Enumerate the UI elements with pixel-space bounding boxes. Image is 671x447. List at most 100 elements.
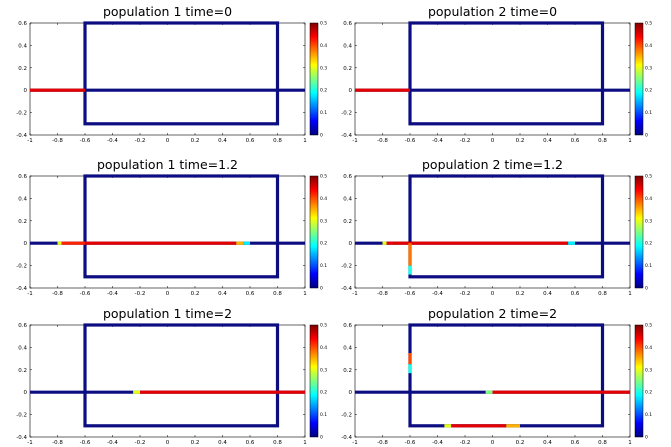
colorbar-tick-label: 0.4 xyxy=(320,345,327,351)
colorbar-tick-label: 0.5 xyxy=(320,21,327,27)
x-tick-label: -0.8 xyxy=(52,138,63,144)
y-tick-label: 0.6 xyxy=(343,174,352,180)
x-tick-label: -0.2 xyxy=(135,440,146,446)
x-tick-label: -0.8 xyxy=(52,291,63,297)
network-rectangle xyxy=(83,174,280,279)
x-tick-label: 1 xyxy=(628,291,632,297)
x-tick-label: -0.6 xyxy=(405,440,416,446)
y-tick-label: -0.2 xyxy=(16,111,27,117)
x-tick-label: 0.2 xyxy=(191,138,200,144)
colorbar-tick-label: 0 xyxy=(645,286,648,292)
y-tick-label: 0 xyxy=(24,88,28,94)
colorbar-tick-label: 0 xyxy=(645,133,648,139)
y-tick-label: 0.6 xyxy=(18,323,27,329)
colorbar-tick-label: 0.1 xyxy=(645,110,652,116)
x-tick-label: -0.8 xyxy=(377,138,388,144)
x-tick-label: 0.6 xyxy=(246,138,255,144)
panel-6: population 2 time=2 -1 -0.8 -0.6 -0.4 -0.2 0 0.… xyxy=(341,306,652,446)
x-tick-label: -1 xyxy=(352,138,357,144)
colorbar xyxy=(634,22,644,136)
panel-title: population 2 time=1.2 xyxy=(422,157,563,172)
colorbar-tick-label: 0.2 xyxy=(320,241,327,247)
x-tick-label: -0.4 xyxy=(107,440,118,446)
y-tick-label: 0 xyxy=(349,241,353,247)
colorbar-tick-label: 0.5 xyxy=(645,21,652,27)
y-tick-label: 0.2 xyxy=(343,66,352,72)
y-tick-label: 0 xyxy=(349,88,353,94)
axes-box xyxy=(29,22,306,136)
colorbar-tick-label: 0.2 xyxy=(320,88,327,94)
colorbar-tick-label: 0.5 xyxy=(645,323,652,329)
x-tick-label: 1 xyxy=(628,440,632,446)
colorbar-tick-label: 0.4 xyxy=(645,345,652,351)
colorbar-tick-label: 0.5 xyxy=(320,174,327,180)
x-tick-label: -1 xyxy=(27,440,32,446)
colorbar xyxy=(634,175,644,289)
y-tick-label: 0.4 xyxy=(18,345,27,351)
colorbar-tick-label: 0 xyxy=(645,435,648,441)
y-tick-label: 0.2 xyxy=(18,368,27,374)
panel-title: population 2 time=2 xyxy=(428,306,557,321)
y-tick-label: -0.4 xyxy=(16,435,27,441)
x-tick-label: 0.8 xyxy=(273,440,282,446)
y-tick-label: -0.2 xyxy=(341,111,352,117)
x-tick-label: -0.4 xyxy=(432,138,443,144)
y-tick-label: 0.4 xyxy=(18,196,27,202)
x-tick-label: 0.6 xyxy=(246,440,255,446)
network-rectangle xyxy=(408,21,605,126)
x-tick-label: 0.8 xyxy=(598,291,607,297)
x-tick-label: -0.4 xyxy=(432,291,443,297)
axes-box xyxy=(354,22,631,136)
colorbar xyxy=(309,22,319,136)
x-tick-label: 0 xyxy=(491,291,495,297)
x-tick-label: 0.2 xyxy=(516,138,525,144)
colorbar-tick-label: 0.3 xyxy=(320,367,327,373)
network-rectangle xyxy=(408,174,605,279)
x-tick-label: -0.6 xyxy=(405,138,416,144)
x-tick-label: 0 xyxy=(166,291,170,297)
colorbar xyxy=(309,175,319,289)
x-tick-label: 0.2 xyxy=(516,440,525,446)
x-tick-label: -0.2 xyxy=(460,291,471,297)
x-tick-label: 0.2 xyxy=(516,291,525,297)
x-tick-label: 0.4 xyxy=(543,440,552,446)
y-tick-label: 0.4 xyxy=(18,43,27,49)
x-tick-label: -0.6 xyxy=(80,138,91,144)
panel-1: population 1 time=0 -1 -0.8 -0.6 -0.4 -0.2 0 0.… xyxy=(16,4,327,144)
y-tick-label: -0.2 xyxy=(341,413,352,419)
y-tick-label: 0.4 xyxy=(343,196,352,202)
colorbar-tick-label: 0.2 xyxy=(645,390,652,396)
colorbar-tick-label: 0.1 xyxy=(645,263,652,269)
colorbar-tick-label: 0.2 xyxy=(645,88,652,94)
y-tick-label: -0.4 xyxy=(341,133,352,139)
x-tick-label: 0.4 xyxy=(218,291,227,297)
colorbar-tick-label: 0.5 xyxy=(645,174,652,180)
x-tick-label: -1 xyxy=(352,440,357,446)
y-tick-label: -0.2 xyxy=(341,264,352,270)
y-tick-label: 0.2 xyxy=(18,219,27,225)
x-tick-label: -0.4 xyxy=(432,440,443,446)
y-tick-label: 0 xyxy=(24,390,28,396)
colorbar-tick-label: 0.4 xyxy=(320,43,327,49)
axes-box xyxy=(29,175,306,289)
panel-title: population 1 time=0 xyxy=(103,4,232,19)
x-tick-label: 0.2 xyxy=(191,291,200,297)
y-tick-label: -0.2 xyxy=(16,413,27,419)
y-tick-label: -0.4 xyxy=(16,286,27,292)
network-rectangle xyxy=(408,323,605,428)
y-tick-label: 0.6 xyxy=(18,21,27,27)
colorbar-tick-label: 0.1 xyxy=(320,263,327,269)
x-tick-label: 0 xyxy=(166,138,170,144)
x-tick-label: -0.2 xyxy=(135,291,146,297)
x-tick-label: 0.4 xyxy=(218,440,227,446)
x-tick-label: 0.6 xyxy=(571,138,580,144)
network-rectangle xyxy=(83,21,280,126)
x-tick-label: -0.6 xyxy=(80,440,91,446)
y-tick-label: 0.6 xyxy=(343,323,352,329)
x-tick-label: 0.8 xyxy=(598,440,607,446)
y-tick-label: 0.6 xyxy=(18,174,27,180)
x-tick-label: 0.4 xyxy=(543,138,552,144)
colorbar-tick-label: 0.5 xyxy=(320,323,327,329)
x-tick-label: 0 xyxy=(491,440,495,446)
